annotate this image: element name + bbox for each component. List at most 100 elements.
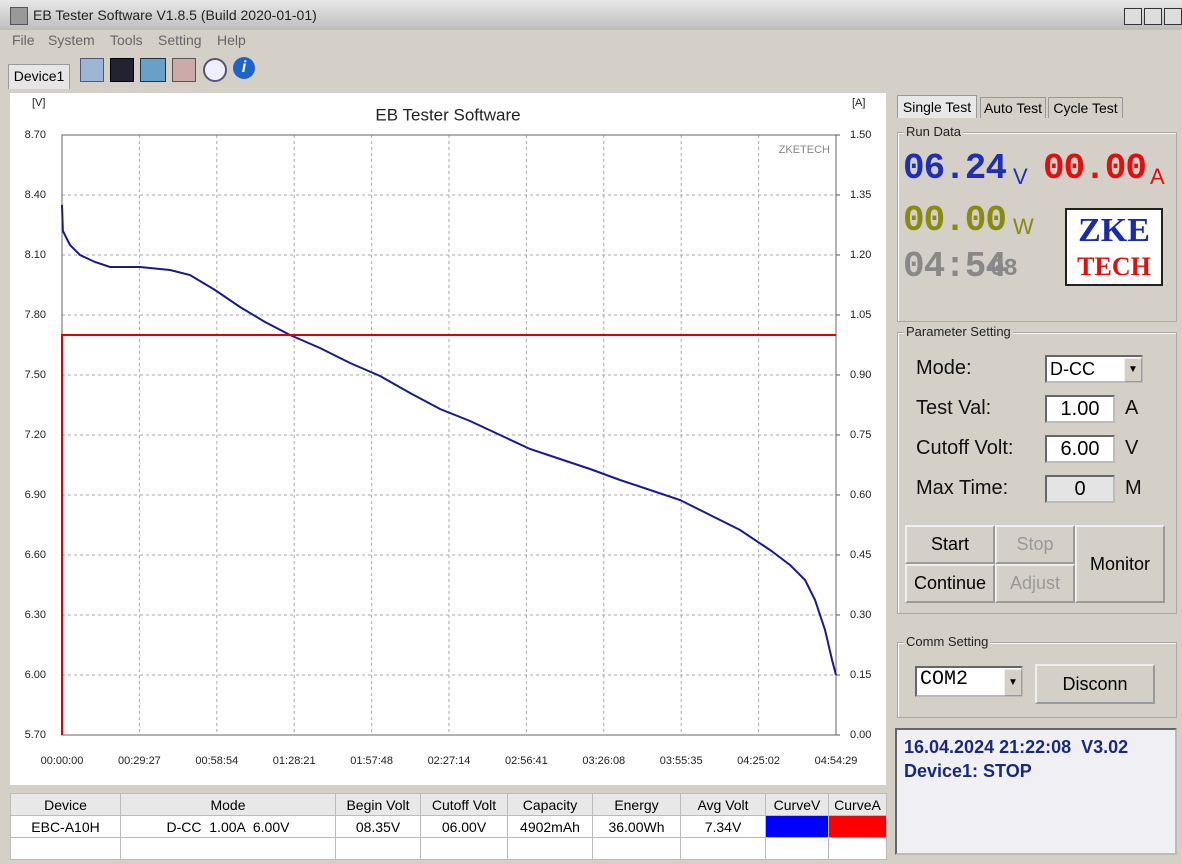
- group-title: Comm Setting: [904, 634, 991, 649]
- x-tick-label: 03:55:35: [660, 755, 703, 767]
- maximize-button[interactable]: [1144, 8, 1162, 25]
- tab[interactable]: Cycle Test: [1048, 97, 1123, 118]
- window-title: EB Tester Software V1.8.5 (Build 2020-01…: [33, 7, 317, 23]
- y2-tick-label: 1.05: [850, 309, 871, 321]
- title-bar: [0, 0, 1182, 30]
- y2-tick-label: 1.50: [850, 129, 871, 141]
- y-tick-label: 8.70: [25, 129, 46, 141]
- x-tick-label: 04:25:02: [737, 755, 780, 767]
- status-line: 16.04.2024 21:22:08 V3.02: [904, 737, 1129, 757]
- stop-button[interactable]: Stop: [995, 525, 1075, 564]
- menu-item[interactable]: Tools: [110, 32, 143, 48]
- adjust-button[interactable]: Adjust: [995, 564, 1075, 603]
- toolbar-zoom[interactable]: [203, 58, 227, 82]
- header-cell: Capacity: [507, 793, 593, 816]
- x-tick-label: 04:54:29: [815, 755, 858, 767]
- header-cell: Avg Volt: [680, 793, 766, 816]
- x-tick-label: 02:27:14: [428, 755, 471, 767]
- chart-title: EB Tester Software: [375, 105, 520, 124]
- dropdown-arrow[interactable]: ▼: [1124, 358, 1142, 382]
- y2-tick-label: 0.15: [850, 669, 871, 681]
- cutoff-input[interactable]: 6.00: [1045, 435, 1115, 463]
- toolbar-info[interactable]: i: [233, 57, 255, 79]
- menu-item[interactable]: Setting: [158, 32, 202, 48]
- cell: 36.00Wh: [592, 815, 681, 838]
- status-line: Device1: STOP: [904, 761, 1032, 781]
- curve-color: [765, 815, 829, 838]
- toolbar-chart[interactable]: [140, 58, 166, 82]
- x-tick-label: 00:58:54: [195, 755, 238, 767]
- curve-color: [828, 815, 887, 838]
- header-cell: Cutoff Volt: [420, 793, 508, 816]
- comm-group: [897, 642, 1177, 718]
- logo-bottom: TECH: [1077, 252, 1151, 281]
- menu-item[interactable]: Help: [217, 32, 246, 48]
- header-cell: Mode: [120, 793, 336, 816]
- data-row: EBC-A10H D-CC 1.00A 6.00V 08.35V 06.00V …: [10, 815, 887, 838]
- series-line: [61, 204, 837, 676]
- max-time-unit: M: [1125, 477, 1142, 499]
- run-data-group: [897, 132, 1177, 322]
- toolbar-open[interactable]: [80, 58, 104, 82]
- max-time-input[interactable]: 0: [1045, 475, 1115, 503]
- toolbar-tools[interactable]: [172, 58, 196, 82]
- y2-tick-label: 1.35: [850, 189, 871, 201]
- y-tick-label: 6.90: [25, 489, 46, 501]
- logo: [1065, 208, 1163, 286]
- header-cell: CurveA: [828, 793, 887, 816]
- cell: 08.35V: [335, 815, 421, 838]
- y2-tick-label: 1.20: [850, 249, 871, 261]
- menu-item[interactable]: System: [48, 32, 95, 48]
- power-display: 00.00: [903, 200, 1007, 241]
- cell: EBC-A10H: [10, 815, 121, 838]
- watermark: ZKETECH: [779, 144, 830, 156]
- empty-row: [10, 837, 887, 860]
- test-val-input[interactable]: 1.00: [1045, 395, 1115, 423]
- y-tick-label: 7.20: [25, 429, 46, 441]
- y-tick-label: 6.30: [25, 609, 46, 621]
- test-val-label: Test Val:: [916, 397, 992, 419]
- voltage-display: 06.24: [903, 148, 1007, 189]
- results-table: Device Mode Begin Volt Cutoff Volt Capac…: [10, 793, 887, 860]
- monitor-button[interactable]: Monitor: [1075, 525, 1165, 603]
- header-cell: Energy: [592, 793, 681, 816]
- continue-button[interactable]: Continue: [905, 564, 995, 603]
- tab-active[interactable]: Single Test: [897, 95, 977, 118]
- tab[interactable]: Auto Test: [980, 97, 1046, 118]
- chart: EB Tester Software [V] [A] ZKETECH 8.70 8…: [10, 93, 886, 785]
- y-tick-label: 8.40: [25, 189, 46, 201]
- current-display: 00.00: [1043, 148, 1147, 189]
- x-tick-label: 00:29:27: [118, 755, 161, 767]
- start-button[interactable]: Start: [905, 525, 995, 564]
- y-tick-label: 7.80: [25, 309, 46, 321]
- mode-label: Mode:: [916, 357, 972, 379]
- toolbar-save[interactable]: [110, 58, 134, 82]
- x-tick-label: 02:56:41: [505, 755, 548, 767]
- series-line: [61, 334, 836, 735]
- minimize-button[interactable]: [1124, 8, 1142, 25]
- power-unit: W: [1013, 214, 1034, 239]
- cell: 4902mAh: [507, 815, 593, 838]
- y2-tick-label: 0.60: [850, 489, 871, 501]
- y-tick-label: 5.70: [25, 729, 46, 741]
- y2-tick-label: 0.75: [850, 429, 871, 441]
- x-tick-label: 01:57:48: [350, 755, 393, 767]
- header-cell: Begin Volt: [335, 793, 421, 816]
- x-tick-label: 01:28:21: [273, 755, 316, 767]
- y2-tick-label: 0.30: [850, 609, 871, 621]
- y-tick-label: 8.10: [25, 249, 46, 261]
- current-unit: A: [1150, 164, 1165, 189]
- device-tab[interactable]: Device1: [8, 64, 70, 89]
- header-row: Device Mode Begin Volt Cutoff Volt Capac…: [10, 793, 887, 816]
- header-cell: CurveV: [765, 793, 829, 816]
- menu-item[interactable]: File: [12, 32, 35, 48]
- disconnect-button[interactable]: Disconn: [1035, 664, 1155, 704]
- close-button[interactable]: [1164, 8, 1182, 25]
- logo-top: ZKE: [1078, 212, 1150, 249]
- dropdown-arrow[interactable]: ▼: [1004, 669, 1022, 696]
- cell: D-CC 1.00A 6.00V: [120, 815, 336, 838]
- y-tick-label: 6.00: [25, 669, 46, 681]
- cell: 06.00V: [420, 815, 508, 838]
- y2-tick-label: 0.90: [850, 369, 871, 381]
